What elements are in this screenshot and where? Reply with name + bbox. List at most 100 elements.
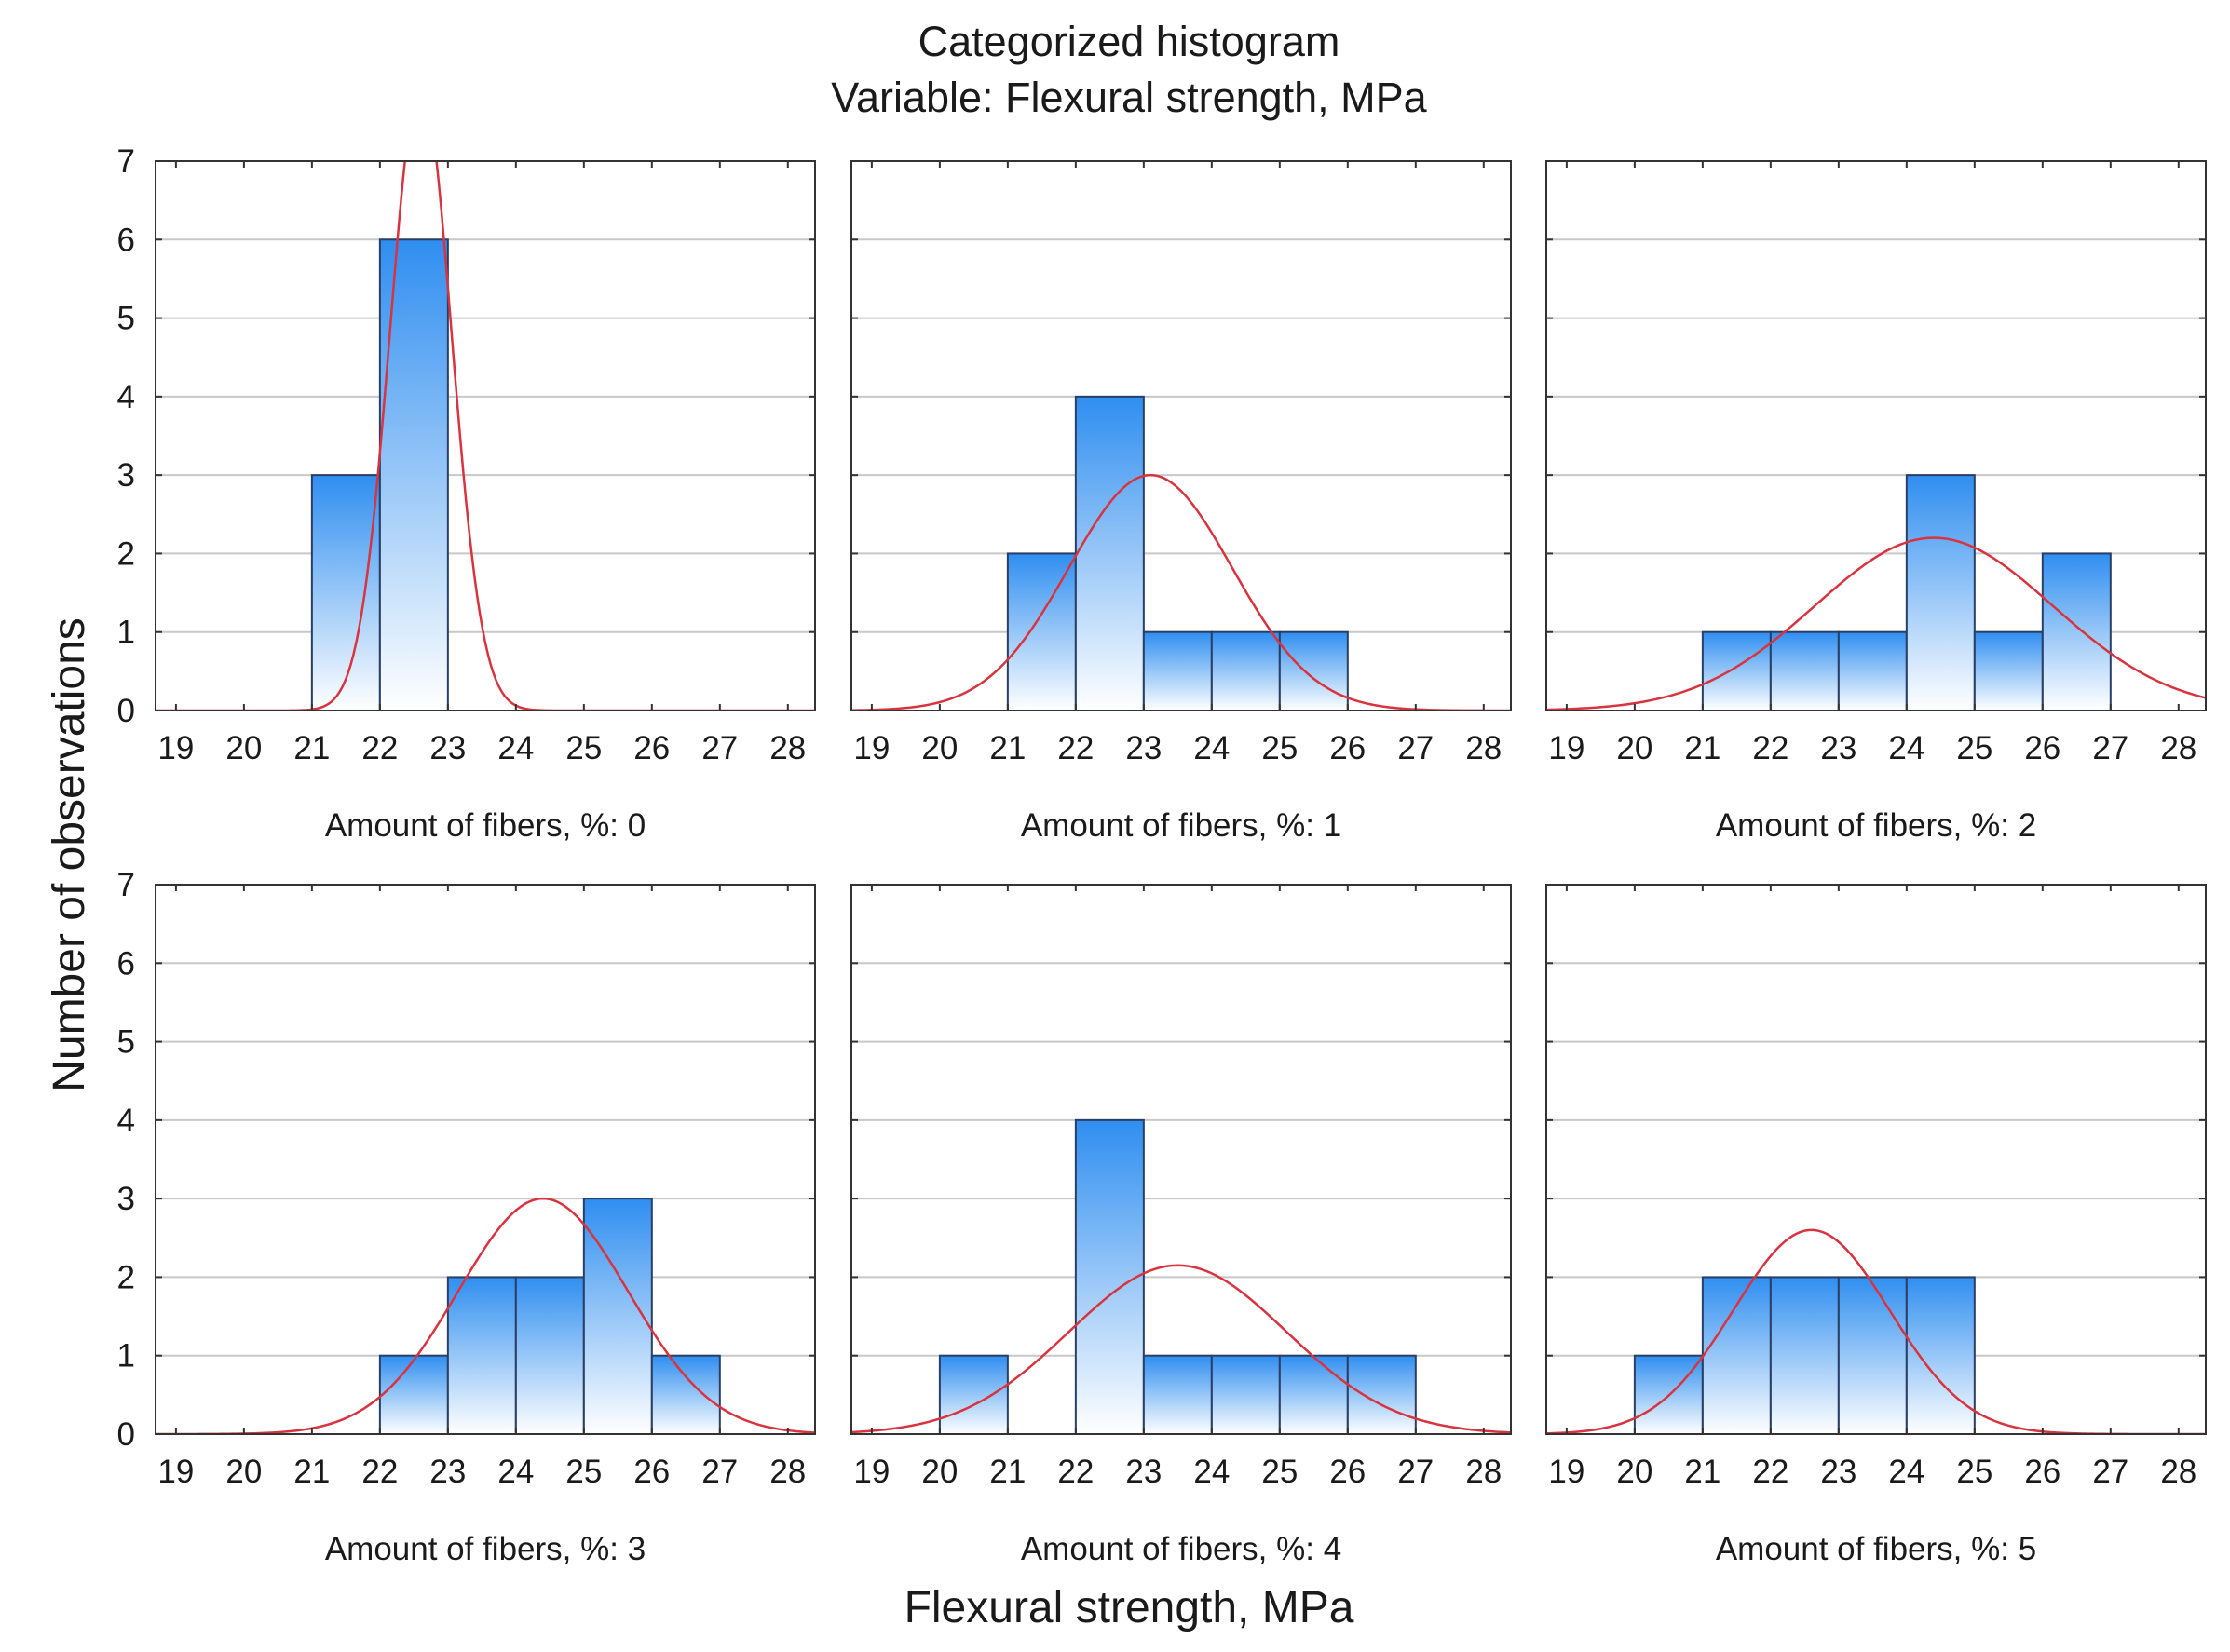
- x-tick-label: 28: [769, 1454, 806, 1490]
- y-tick-label: 3: [117, 457, 135, 494]
- histogram-bar: [1006, 552, 1077, 712]
- histogram-bar: [514, 1276, 585, 1436]
- histogram-bar: [1769, 1276, 1840, 1436]
- x-tick-label: 27: [701, 730, 738, 766]
- panel-frame: [850, 884, 1512, 1435]
- x-tick-label: 25: [565, 730, 602, 766]
- histogram-bar: [1142, 1354, 1213, 1435]
- y-tick-label: 7: [117, 143, 135, 180]
- histogram-bar: [1074, 1118, 1145, 1436]
- x-tick-label: 20: [1616, 1454, 1652, 1490]
- histogram-bar: [1278, 1354, 1349, 1435]
- panel-frame: [1545, 884, 2207, 1435]
- x-tick-label: 21: [293, 1454, 330, 1490]
- chart-title-line-2: Variable: Flexural strength, MPa: [831, 74, 1427, 121]
- x-tick-label: 28: [2160, 1454, 2196, 1490]
- x-tick-label: 27: [2092, 730, 2128, 766]
- y-tick-label: 4: [117, 1103, 135, 1139]
- y-tick-label: 2: [117, 535, 135, 572]
- x-tick-label: 24: [1888, 730, 1924, 766]
- x-tick-label: 26: [2024, 1454, 2060, 1490]
- panel-category-label: Amount of fibers, %: 0: [325, 807, 646, 844]
- x-tick-label: 28: [769, 730, 806, 766]
- chart-title-line-1: Categorized histogram: [918, 18, 1340, 65]
- x-tick-label: 19: [853, 730, 890, 766]
- x-tick-label: 25: [1261, 730, 1298, 766]
- histogram-bar: [1701, 1276, 1772, 1436]
- histogram-bar: [1074, 395, 1145, 711]
- x-tick-label: 21: [1684, 730, 1720, 766]
- x-tick-label: 26: [633, 730, 670, 766]
- x-tick-label: 28: [2160, 730, 2196, 766]
- y-tick-label: 4: [117, 379, 135, 415]
- x-tick-label: 26: [1329, 1454, 1366, 1490]
- x-tick-label: 20: [921, 1454, 958, 1490]
- histogram-bar: [1905, 1276, 1976, 1436]
- panel-category-label: Amount of fibers, %: 3: [325, 1531, 646, 1567]
- y-tick-label: 5: [117, 301, 135, 337]
- x-tick-label: 28: [1465, 730, 1502, 766]
- y-tick-label: 0: [117, 693, 135, 729]
- panel-frame: [155, 884, 816, 1435]
- x-tick-label: 24: [497, 730, 534, 766]
- histogram-bar: [582, 1198, 653, 1435]
- x-tick-label: 23: [1125, 1454, 1162, 1490]
- x-tick-label: 19: [1548, 1454, 1584, 1490]
- panel-frame: [155, 160, 816, 711]
- x-tick-label: 22: [361, 1454, 398, 1490]
- histogram-bar: [1210, 630, 1281, 712]
- x-tick-label: 20: [225, 730, 262, 766]
- histogram-bar: [1210, 1354, 1281, 1435]
- histogram-bar: [310, 474, 381, 711]
- panel-frame: [1545, 160, 2207, 711]
- panel-category-label: Amount of fibers, %: 1: [1021, 807, 1341, 844]
- y-tick-label: 3: [117, 1181, 135, 1217]
- x-tick-label: 19: [1548, 730, 1584, 766]
- panel-category-label: Amount of fibers, %: 4: [1021, 1531, 1341, 1567]
- x-tick-label: 19: [157, 1454, 194, 1490]
- x-tick-label: 20: [1616, 730, 1652, 766]
- panel-category-label: Amount of fibers, %: 5: [1716, 1531, 2036, 1567]
- x-tick-label: 21: [1684, 1454, 1720, 1490]
- x-tick-label: 23: [1125, 730, 1162, 766]
- y-tick-label: 1: [117, 1338, 135, 1374]
- y-tick-label: 6: [117, 222, 135, 258]
- histogram-panel-1: 19 20 21 22 23 24 25 26 27 28 Amount of fibers, %:…: [850, 160, 1512, 844]
- x-tick-label: 24: [497, 1454, 534, 1490]
- histogram-bar: [938, 1354, 1009, 1435]
- histogram-bar: [1837, 630, 1908, 712]
- y-tick-label: 6: [117, 945, 135, 982]
- normal-fit-curve: [156, 161, 815, 711]
- histogram-bar: [1278, 630, 1349, 712]
- x-tick-label: 22: [1057, 730, 1094, 766]
- y-tick-label: 5: [117, 1024, 135, 1061]
- histogram-bar: [2041, 552, 2112, 712]
- x-axis-title: Flexural strength, MPa: [904, 1583, 1354, 1632]
- x-tick-label: 27: [2092, 1454, 2128, 1490]
- x-tick-label: 23: [1820, 1454, 1856, 1490]
- x-tick-label: 22: [1752, 730, 1788, 766]
- x-tick-label: 24: [1193, 730, 1230, 766]
- x-tick-label: 27: [701, 1454, 738, 1490]
- x-tick-label: 26: [1329, 730, 1366, 766]
- x-tick-label: 23: [429, 730, 466, 766]
- x-tick-label: 26: [2024, 730, 2060, 766]
- x-tick-label: 25: [565, 1454, 602, 1490]
- y-tick-label: 2: [117, 1259, 135, 1295]
- histogram-bar: [1837, 1276, 1908, 1436]
- x-tick-label: 26: [633, 1454, 670, 1490]
- x-tick-label: 22: [361, 730, 398, 766]
- panel-category-label: Amount of fibers, %: 2: [1716, 807, 2036, 844]
- normal-fit-curve: [1546, 536, 2206, 711]
- histogram-bar: [1142, 630, 1213, 712]
- x-tick-label: 24: [1193, 1454, 1230, 1490]
- histogram-bar: [1769, 630, 1840, 712]
- x-tick-label: 20: [921, 730, 958, 766]
- x-tick-label: 25: [1261, 1454, 1298, 1490]
- histogram-bar: [1701, 630, 1772, 712]
- y-tick-label: 1: [117, 615, 135, 651]
